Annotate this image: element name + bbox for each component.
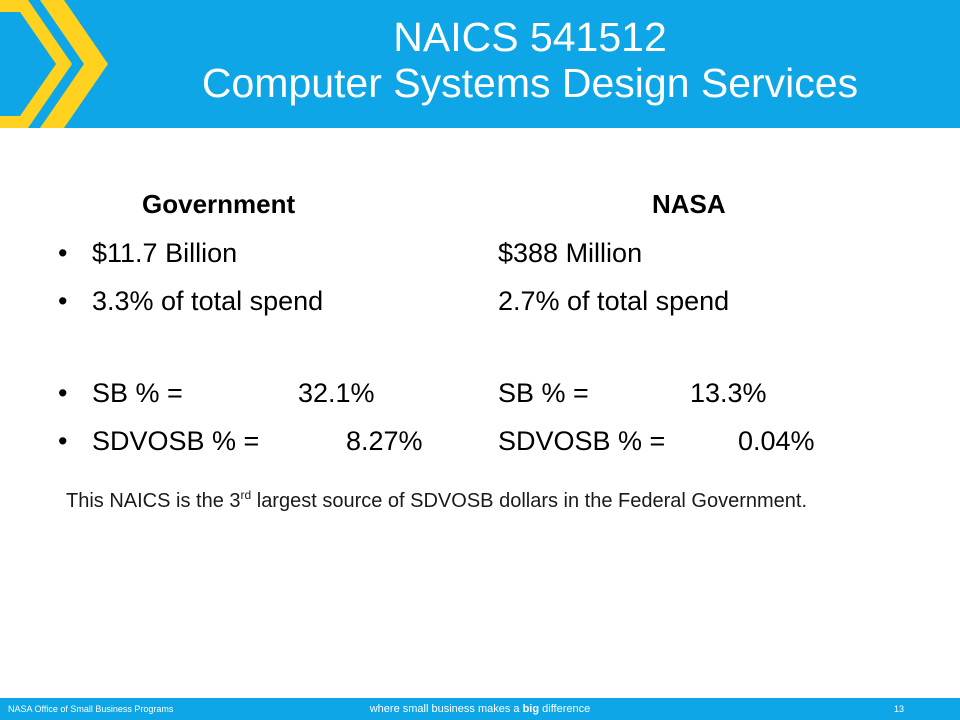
sdvosb-note: This NAICS is the 3rd largest source of … [66, 486, 856, 516]
title-line-1: NAICS 541512 [393, 14, 667, 60]
government-spend-share: 3.3% of total spend [92, 286, 324, 316]
title-banner: NAICS 541512 Computer Systems Design Ser… [0, 0, 960, 128]
nasa-sdvosb-value: 0.04% [738, 426, 815, 456]
bullet-icon: • [58, 426, 68, 456]
title-line-2: Computer Systems Design Services [201, 60, 859, 106]
nasa-dollars: $388 Million [498, 238, 643, 268]
bullet-icon: • [58, 378, 68, 408]
bullet-icon: • [58, 238, 68, 268]
government-dollars: $11.7 Billion [92, 238, 238, 268]
nasa-sdvosb-label: SDVOSB % = [498, 426, 666, 456]
footer-bar: NASA Office of Small Business Programs w… [0, 698, 960, 720]
chevron-decoration-icon [0, 0, 108, 128]
tagline-end: difference [539, 703, 591, 715]
footer-office-name: NASA Office of Small Business Programs [8, 704, 174, 714]
government-sdvosb-value: 8.27% [346, 426, 423, 456]
tagline-emphasis: big [522, 703, 540, 715]
nasa-sb-label: SB % = [498, 378, 589, 408]
page-number: 13 [893, 704, 904, 714]
slide-title: NAICS 541512 Computer Systems Design Ser… [100, 14, 960, 106]
government-column-header: Government [142, 189, 296, 219]
footer-tagline: where small business makes a big differe… [0, 703, 960, 715]
note-text-end: largest source of SDVOSB dollars in the … [251, 490, 807, 512]
tagline-start: where small business makes a [369, 703, 523, 715]
nasa-sb-value: 13.3% [690, 378, 767, 408]
government-sdvosb-label: SDVOSB % = [92, 426, 260, 456]
nasa-spend-share: 2.7% of total spend [498, 286, 730, 316]
bullet-icon: • [58, 286, 68, 316]
nasa-column-header: NASA [652, 189, 726, 219]
government-sb-value: 32.1% [298, 378, 375, 408]
government-sb-label: SB % = [92, 378, 183, 408]
note-superscript: rd [240, 488, 252, 502]
note-text-start: This NAICS is the 3 [66, 490, 241, 512]
